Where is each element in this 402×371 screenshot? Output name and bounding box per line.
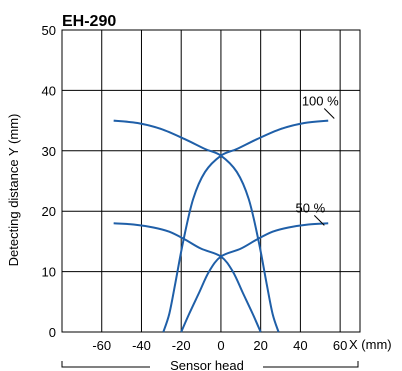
x-tick-label: -20 — [172, 338, 191, 353]
curve-label: 100 % — [302, 94, 339, 109]
y-tick-label: 30 — [42, 144, 56, 159]
chart-title: EH-290 — [62, 13, 116, 30]
sensor-head-label: Sensor head — [170, 358, 244, 371]
curve-100-1 — [162, 119, 329, 333]
curve-50-2 — [113, 222, 262, 333]
curve-50-3 — [180, 222, 329, 333]
curve-100-0 — [113, 119, 280, 333]
grid — [62, 30, 360, 332]
x-axis-label: X (mm) — [349, 337, 392, 352]
x-tick-label: 40 — [293, 338, 307, 353]
curve-label-leader — [313, 215, 325, 226]
x-tick-label: 20 — [253, 338, 267, 353]
curves — [113, 119, 329, 333]
plot-frame — [61, 29, 361, 333]
y-axis-label: Detecting distance Y (mm) — [6, 114, 21, 267]
y-tick-label: 40 — [42, 83, 56, 98]
x-tick-label: 0 — [217, 338, 224, 353]
x-tick-label: -60 — [92, 338, 111, 353]
sensor-head-bracket: Sensor head — [61, 358, 359, 371]
curve-label-leader — [323, 108, 335, 119]
curve-label: 50 % — [296, 200, 326, 215]
y-tick-label: 50 — [42, 23, 56, 38]
y-tick-label: 10 — [42, 265, 56, 280]
annotations: 100 % 50 % — [296, 94, 339, 226]
x-tick-label: -40 — [132, 338, 151, 353]
y-tick-label: 20 — [42, 204, 56, 219]
x-tick-label: 60 — [333, 338, 347, 353]
y-tick-label: 0 — [49, 325, 56, 340]
tick-labels: -60 -40 -20 0 20 40 60 0 10 20 30 40 50 — [42, 23, 348, 353]
